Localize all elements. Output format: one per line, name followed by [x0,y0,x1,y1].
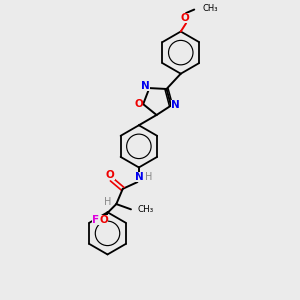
Text: O: O [181,13,190,23]
Text: F: F [92,215,99,226]
Text: N: N [171,100,179,110]
Text: H: H [104,197,112,207]
Text: N: N [135,172,144,182]
Text: O: O [106,170,115,180]
Text: CH₃: CH₃ [202,4,218,13]
Text: CH₃: CH₃ [137,206,154,214]
Text: O: O [134,99,143,109]
Text: H: H [145,172,152,182]
Text: O: O [99,215,108,226]
Text: N: N [141,81,150,91]
